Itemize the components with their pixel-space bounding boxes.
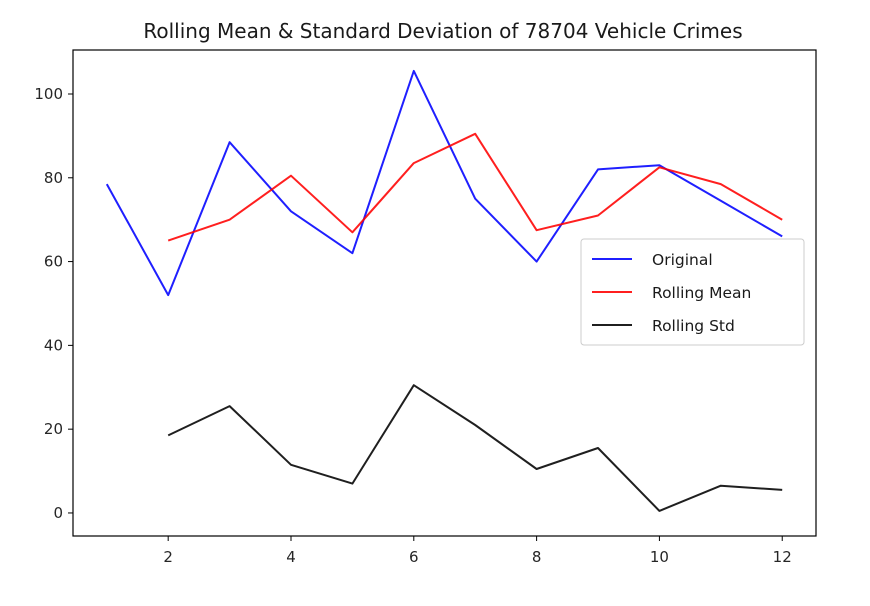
data-point-rolling-mean xyxy=(167,240,169,242)
x-tick-label: 8 xyxy=(532,548,542,566)
y-tick-label: 60 xyxy=(44,253,63,271)
data-point-original xyxy=(167,294,169,296)
chart-title: Rolling Mean & Standard Deviation of 787… xyxy=(143,19,742,43)
data-point-rolling-std xyxy=(597,447,599,449)
data-point-original xyxy=(351,252,353,254)
data-point-original xyxy=(413,70,415,72)
data-point-original xyxy=(720,200,722,202)
series-lines xyxy=(105,69,783,512)
data-point-original xyxy=(229,141,231,143)
data-point-original xyxy=(597,168,599,170)
data-point-rolling-mean xyxy=(413,162,415,164)
data-point-rolling-mean xyxy=(597,214,599,216)
data-point-rolling-mean xyxy=(658,166,660,168)
x-tick-label: 6 xyxy=(409,548,419,566)
data-point-original xyxy=(106,183,108,185)
data-point-rolling-std xyxy=(720,485,722,487)
data-point-rolling-std xyxy=(290,464,292,466)
data-point-rolling-mean xyxy=(720,183,722,185)
y-tick-label: 40 xyxy=(44,336,63,354)
legend: Original Rolling Mean Rolling Std xyxy=(580,238,805,346)
y-tick-label: 100 xyxy=(34,85,63,103)
y-axis: 0 20 40 60 80 100 xyxy=(34,85,73,522)
data-point-rolling-std xyxy=(167,434,169,436)
data-point-original xyxy=(290,210,292,212)
data-point-rolling-std xyxy=(413,384,415,386)
data-point-rolling-mean xyxy=(781,219,783,221)
legend-label: Original xyxy=(652,251,713,269)
legend-box xyxy=(580,238,805,346)
series-line-rolling-std xyxy=(167,384,783,512)
series-line-rolling-mean xyxy=(167,132,783,242)
data-point-rolling-std xyxy=(229,405,231,407)
y-tick-label: 80 xyxy=(44,169,63,187)
data-point-original xyxy=(474,198,476,200)
data-point-original xyxy=(781,235,783,237)
x-tick-label: 4 xyxy=(286,548,296,566)
data-point-rolling-std xyxy=(351,483,353,485)
legend-label: Rolling Mean xyxy=(652,284,751,302)
data-point-original xyxy=(536,261,538,263)
data-point-original xyxy=(658,164,660,166)
data-point-rolling-mean xyxy=(351,231,353,233)
y-tick-label: 0 xyxy=(53,504,63,522)
y-tick-label: 20 xyxy=(44,420,63,438)
x-tick-label: 12 xyxy=(773,548,792,566)
data-point-rolling-std xyxy=(536,468,538,470)
data-point-rolling-mean xyxy=(290,175,292,177)
x-tick-label: 10 xyxy=(650,548,669,566)
data-point-rolling-std xyxy=(658,510,660,512)
legend-label: Rolling Std xyxy=(652,317,735,335)
x-tick-label: 2 xyxy=(163,548,173,566)
data-point-rolling-std xyxy=(781,489,783,491)
data-point-rolling-mean xyxy=(229,219,231,221)
data-point-rolling-std xyxy=(474,424,476,426)
data-point-rolling-mean xyxy=(474,133,476,135)
data-point-rolling-mean xyxy=(536,229,538,231)
plot-frame xyxy=(72,49,817,537)
x-axis: 2 4 6 8 10 12 xyxy=(163,536,792,566)
